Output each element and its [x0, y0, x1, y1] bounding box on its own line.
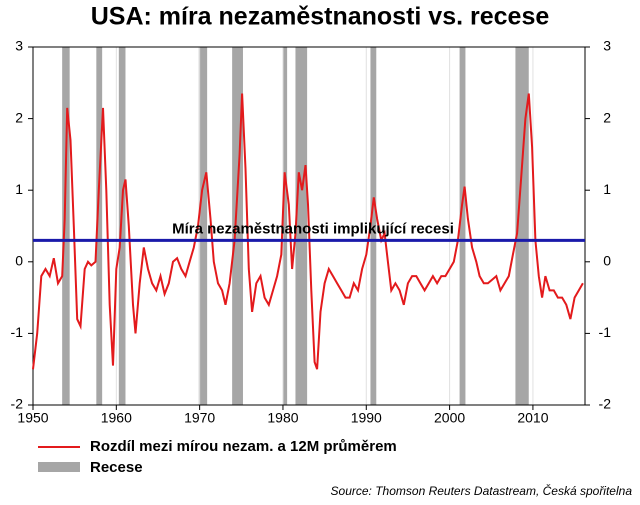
- x-tick-label: 2000: [434, 410, 465, 426]
- x-tick-label: 1960: [101, 410, 132, 426]
- data-line: [32, 93, 584, 370]
- y-tick-label: 3: [15, 38, 23, 54]
- x-tick-label: 2010: [517, 410, 548, 426]
- recession-band: [62, 47, 70, 405]
- legend-label: Recese: [90, 459, 143, 476]
- legend-label: Rozdíl mezi mírou nezam. a 12M průměrem: [90, 438, 397, 455]
- legend-swatch: [38, 462, 80, 472]
- y2-tick-label: 3: [603, 38, 611, 54]
- y-tick-label: 1: [15, 181, 23, 197]
- plot-frame: [32, 46, 586, 406]
- x-tick-label: 1980: [267, 410, 298, 426]
- recession-band: [282, 47, 288, 405]
- x-tick-label: 1950: [17, 410, 48, 426]
- y-tick-label: -2: [11, 396, 24, 412]
- y-tick-label: 0: [15, 253, 23, 269]
- chart-title: USA: míra nezaměstnanosti vs. recese: [91, 3, 550, 31]
- threshold-label: Míra nezaměstnanosti implikující recesi: [172, 220, 454, 237]
- recession-band: [118, 47, 126, 405]
- y-tick-label: 2: [15, 109, 23, 125]
- y2-tick-label: -2: [599, 396, 612, 412]
- recession-band: [96, 47, 103, 405]
- recession-band: [198, 47, 208, 405]
- recession-band: [232, 47, 243, 405]
- y2-tick-label: 0: [603, 253, 611, 269]
- y2-tick-label: 2: [603, 109, 611, 125]
- y2-tick-label: 1: [603, 181, 611, 197]
- source: Source: Thomson Reuters Datastream, Česk…: [331, 483, 633, 498]
- x-tick-label: 1990: [351, 410, 382, 426]
- x-tick-label: 1970: [184, 410, 215, 426]
- recession-band: [459, 47, 466, 405]
- recession-band: [370, 47, 377, 405]
- recession-band: [295, 47, 308, 405]
- y2-tick-label: -1: [599, 324, 612, 340]
- y-tick-label: -1: [11, 324, 24, 340]
- recession-band: [515, 47, 529, 405]
